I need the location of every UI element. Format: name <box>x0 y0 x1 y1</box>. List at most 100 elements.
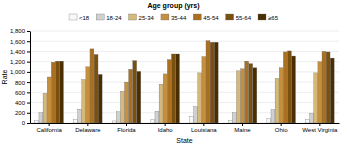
bar <box>198 73 202 123</box>
bar <box>245 61 249 123</box>
bar-series <box>51 41 326 123</box>
y-tick-mark <box>27 123 30 124</box>
y-tick: 600 <box>15 90 30 96</box>
y-tick: 1,800 <box>10 28 30 34</box>
x-tick-label: Delaware <box>75 127 101 133</box>
x-tick-label: Louisiana <box>191 127 217 133</box>
bar <box>194 107 198 123</box>
x-tick-mark <box>165 123 166 126</box>
legend-swatch <box>226 14 234 20</box>
legend-label: 18-24 <box>106 15 122 21</box>
bar <box>155 111 159 123</box>
x-tick-mark <box>319 123 320 126</box>
bar <box>151 119 155 123</box>
y-tick-mark <box>27 31 30 32</box>
legend-item: 25-34 <box>129 14 155 21</box>
grid <box>30 31 339 123</box>
bar <box>322 51 326 123</box>
bar <box>267 118 271 123</box>
bar <box>116 112 120 123</box>
bar <box>214 42 218 123</box>
bar <box>232 113 236 123</box>
bar-series <box>47 57 322 123</box>
bar <box>163 74 167 123</box>
bar <box>314 73 318 123</box>
y-axis: 02004006008001,0001,2001,4001,6001,800 <box>10 28 31 126</box>
x-tick-label: Maine <box>234 127 251 133</box>
bar <box>47 77 51 123</box>
legend-swatch <box>96 14 104 20</box>
y-tick: 400 <box>15 100 30 106</box>
y-tick: 1,000 <box>10 69 30 75</box>
legend-swatch <box>129 14 137 20</box>
bar <box>125 82 129 123</box>
bar <box>129 69 133 123</box>
bar <box>310 113 314 123</box>
bar <box>176 54 180 123</box>
x-tick-mark <box>87 123 88 126</box>
x-tick: Louisiana <box>191 123 217 133</box>
bar <box>253 68 257 123</box>
x-tick: Idaho <box>158 123 174 133</box>
legend-item: 35-44 <box>161 14 187 21</box>
legend-swatch <box>258 14 266 20</box>
x-tick: Ohio <box>275 123 288 133</box>
y-tick-mark <box>27 62 30 63</box>
grid-line <box>30 41 339 42</box>
bar <box>171 54 175 123</box>
bars <box>35 41 334 123</box>
y-tick: 1,400 <box>10 49 30 55</box>
x-axis-title: State <box>176 137 192 144</box>
y-tick-mark <box>27 82 30 83</box>
x-axis-line <box>31 123 340 124</box>
bar <box>167 60 171 123</box>
bar <box>249 64 253 123</box>
y-axis-title: Rate <box>1 70 8 85</box>
bar <box>292 56 296 123</box>
bar <box>210 42 214 123</box>
legend-swatch <box>193 14 201 20</box>
bar <box>236 71 240 123</box>
bar <box>287 51 291 123</box>
x-tick-mark <box>281 123 282 126</box>
legend-swatch <box>69 14 77 20</box>
x-tick: Delaware <box>75 123 101 133</box>
legend-label: 25-34 <box>139 15 155 21</box>
x-tick: West Virginia <box>302 123 338 133</box>
x-tick-mark <box>49 123 50 126</box>
legend-item: 18-24 <box>96 14 122 21</box>
bar <box>228 120 232 123</box>
x-tick-label: Ohio <box>275 127 288 133</box>
y-tick-mark <box>27 113 30 114</box>
bar <box>306 119 310 123</box>
y-tick-label: 1,400 <box>10 49 26 55</box>
bar <box>275 79 279 123</box>
bar <box>159 84 163 123</box>
y-tick-label: 0 <box>22 120 26 126</box>
y-tick: 1,600 <box>10 39 30 45</box>
bar <box>112 121 116 123</box>
bar <box>271 110 275 123</box>
bar <box>86 67 90 123</box>
y-tick-mark <box>27 92 30 93</box>
x-tick-mark <box>242 123 243 126</box>
plot-area: 02004006008001,0001,2001,4001,6001,800Ca… <box>10 28 340 133</box>
legend-label: 35-44 <box>171 15 187 21</box>
chart-svg: 02004006008001,0001,2001,4001,6001,800Ca… <box>0 0 347 145</box>
bar <box>120 91 124 123</box>
bar <box>74 119 78 123</box>
bar-series <box>55 42 330 123</box>
y-tick-mark <box>27 51 30 52</box>
bar <box>133 61 137 123</box>
x-tick-mark <box>126 123 127 126</box>
y-tick-label: 200 <box>15 110 26 116</box>
bar <box>279 68 283 123</box>
legend-items: <1818-2425-3435-4445-5455-64≥65 <box>69 14 279 21</box>
x-tick-label: Florida <box>117 127 136 133</box>
bar <box>318 62 322 123</box>
bar <box>283 52 287 123</box>
x-tick-mark <box>203 123 204 126</box>
y-tick-label: 1,600 <box>10 39 26 45</box>
x-tick: Maine <box>234 123 251 133</box>
y-tick-mark <box>27 41 30 42</box>
